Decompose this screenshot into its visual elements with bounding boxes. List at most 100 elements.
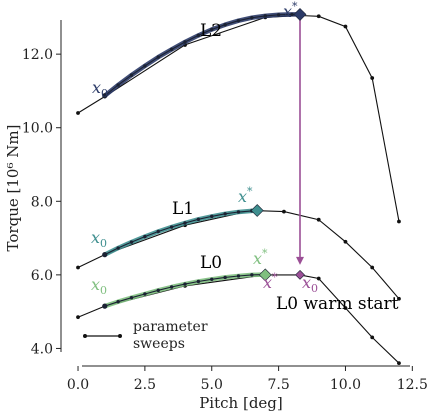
y-tick-label: 4.0 bbox=[31, 341, 53, 357]
y-tick-label: 12.0 bbox=[22, 47, 53, 63]
sweep-point bbox=[282, 209, 286, 214]
optimization-paths bbox=[102, 12, 303, 309]
sweep-point bbox=[343, 306, 348, 310]
x0-label-L1-script: 0 bbox=[100, 237, 107, 250]
xstar-label-L0-script: * bbox=[262, 247, 268, 260]
path-point-L2 bbox=[250, 16, 254, 20]
path-point-L2 bbox=[276, 13, 281, 17]
warm-start-arrow-head bbox=[296, 256, 304, 265]
xstar-label-L2: x* bbox=[283, 0, 298, 21]
y-axis-label: Torque [10⁶ Nm] bbox=[4, 125, 22, 252]
label-L0-warm-start: L0 warm start bbox=[276, 294, 399, 314]
sweep-point bbox=[343, 239, 348, 244]
xstar-label-L1: x* bbox=[238, 185, 253, 206]
label-L0: L0 bbox=[200, 253, 222, 273]
y-tick-label: 8.0 bbox=[31, 194, 53, 210]
y-tick-label: 6.0 bbox=[31, 268, 53, 284]
sweep-line-1 bbox=[77, 209, 400, 300]
path-point-L1 bbox=[129, 240, 134, 244]
sweep-point bbox=[316, 276, 321, 281]
sweep-point bbox=[76, 111, 80, 115]
optimum-marker-L0 bbox=[258, 268, 272, 282]
xstar-label-L0: x* bbox=[253, 247, 268, 268]
path-point-L2 bbox=[169, 47, 174, 52]
label-L2: L2 bbox=[200, 21, 222, 41]
path-point-L0 bbox=[183, 282, 187, 286]
path-point-L1 bbox=[102, 252, 108, 258]
path-point-L2 bbox=[210, 27, 214, 32]
path-point-L0 bbox=[236, 274, 241, 278]
path-point-L0 bbox=[169, 285, 174, 289]
y-ticks: 4.0 6.0 8.0 10.0 12.0 bbox=[22, 47, 61, 357]
x-tick-label: 0.0 bbox=[67, 377, 89, 393]
path-point-L2 bbox=[263, 14, 267, 18]
sweep-point bbox=[397, 361, 401, 366]
path-point-L2 bbox=[156, 55, 160, 59]
xstar-label-warm-script: * bbox=[272, 271, 278, 284]
legend-label: parameter sweeps bbox=[133, 319, 212, 352]
xstar-label-warm: x* bbox=[263, 271, 278, 292]
path-point-L1 bbox=[143, 234, 147, 239]
path-point-L2 bbox=[183, 40, 187, 44]
path-point-L2 bbox=[236, 18, 241, 23]
label-L1: L1 bbox=[172, 199, 194, 219]
path-point-L1 bbox=[210, 214, 214, 219]
x0-label-warm: x0 bbox=[302, 273, 318, 295]
legend-marker-left bbox=[83, 334, 87, 338]
legend: parameter sweeps bbox=[83, 319, 212, 352]
path-point-L1 bbox=[196, 217, 201, 222]
optimum-marker-L2 bbox=[293, 7, 307, 21]
sweep-point bbox=[316, 217, 321, 222]
path-point-L1 bbox=[156, 229, 160, 234]
x0-label-warm-script: 0 bbox=[311, 282, 318, 295]
annotations: L2 L1 L0 L0 warm start x0 x* x0 x* x0 x* x* x0 bbox=[91, 0, 399, 314]
x0-label-L0-script: 0 bbox=[100, 284, 107, 297]
x-tick-label: 7.5 bbox=[267, 377, 289, 393]
x-tick-label: 2.5 bbox=[134, 377, 156, 393]
path-point-L0 bbox=[102, 303, 108, 309]
sweep-line-2 bbox=[77, 274, 400, 364]
path-point-L2 bbox=[223, 23, 227, 27]
path-point-L0 bbox=[196, 279, 201, 284]
sweep-point bbox=[316, 14, 321, 19]
path-point-L2 bbox=[102, 93, 108, 99]
sweep-point bbox=[397, 296, 401, 301]
path-point-L0 bbox=[210, 277, 214, 281]
x-tick-label: 10.0 bbox=[330, 377, 361, 393]
optimum-marker-L1 bbox=[250, 204, 264, 217]
x0-label-L2-script: 0 bbox=[101, 87, 108, 100]
legend-marker-right bbox=[118, 334, 122, 338]
path-point-L0 bbox=[223, 275, 227, 280]
path-point-L0 bbox=[143, 292, 147, 296]
path-point-L0 bbox=[116, 300, 120, 304]
path-core-L0 bbox=[104, 273, 266, 307]
path-point-L2 bbox=[129, 73, 134, 77]
path-point-L1 bbox=[116, 246, 120, 250]
sweep-point bbox=[370, 265, 375, 270]
path-point-L1 bbox=[169, 225, 174, 229]
sweep-point bbox=[76, 265, 80, 270]
path-point-L1 bbox=[223, 212, 227, 216]
path-point-L0 bbox=[156, 288, 160, 293]
path-point-L1 bbox=[236, 210, 241, 214]
x-tick-label: 5.0 bbox=[201, 377, 223, 393]
optimum-marker-L0-warm-start bbox=[295, 269, 305, 280]
legend-label-line-2: sweeps bbox=[133, 336, 185, 352]
path-point-L2 bbox=[116, 83, 120, 87]
xstar-label-L1-script: * bbox=[247, 185, 253, 198]
x0-label-L1: x0 bbox=[91, 228, 107, 250]
x0-label-L0: x0 bbox=[91, 275, 107, 297]
path-point-L2 bbox=[196, 33, 201, 38]
path-point-L0 bbox=[250, 273, 254, 277]
x-tick-label: 12.5 bbox=[397, 377, 428, 393]
path-core-L2 bbox=[104, 13, 300, 97]
axes: 4.0 6.0 8.0 10.0 12.0 0.0 2.5 5.0 7.5 10.0 12.5 P… bbox=[4, 20, 428, 412]
x0-label-L2: x0 bbox=[92, 78, 108, 100]
path-point-L1 bbox=[183, 221, 187, 225]
legend-label-line-1: parameter bbox=[133, 319, 208, 335]
sweep-point bbox=[370, 335, 375, 340]
path-line-L0 bbox=[102, 272, 268, 309]
sweep-point bbox=[370, 76, 375, 80]
y-tick-label: 10.0 bbox=[22, 121, 53, 137]
